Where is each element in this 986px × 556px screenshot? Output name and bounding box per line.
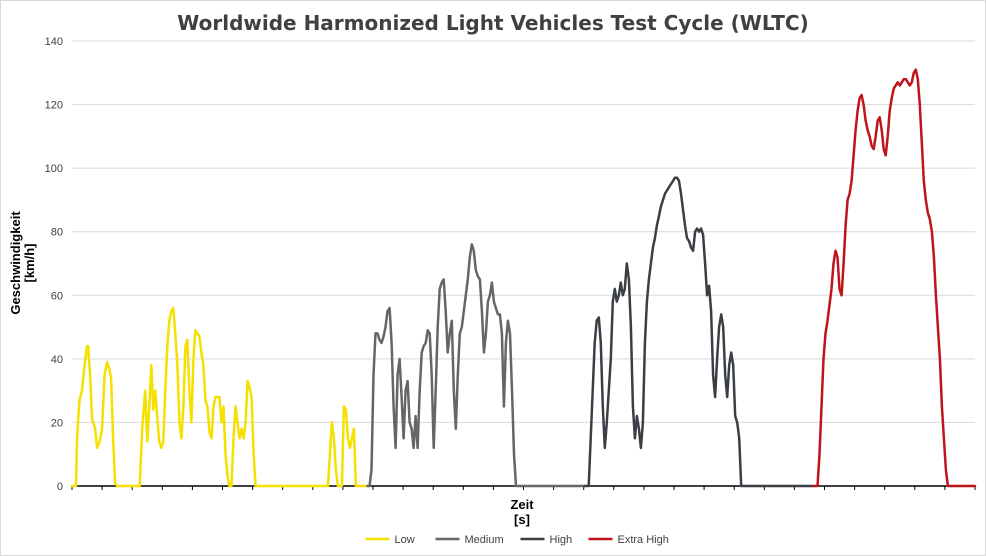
series-line-high [583,176,815,488]
series-line-medium [366,243,586,488]
y-tick-label: 80 [51,227,63,239]
y-tick-label: 20 [51,417,63,429]
y-tick-label: 0 [57,481,63,493]
series-line-extra-high [812,68,977,488]
y-tick-label: 120 [45,100,63,112]
legend-label-high: High [550,534,573,546]
y-tick-label: 140 [45,36,63,48]
y-tick-label: 40 [51,354,63,366]
y-tick-label: 60 [51,290,63,302]
y-axis-label-group: Geschwindigkeit [km/h] [8,211,37,315]
y-tick-labels: 0 20 40 60 80 100 120 140 [45,36,63,493]
y-axis-label: Geschwindigkeit [8,211,23,315]
x-axis-unit: [s] [514,512,530,527]
y-axis-unit: [km/h] [22,244,37,283]
legend-label-extra-high: Extra High [618,534,669,546]
legend-label-low: Low [395,534,415,546]
legend: Low Medium High Extra High [365,534,669,546]
legend-label-medium: Medium [465,534,504,546]
x-axis-label: Zeit [510,497,534,512]
series-lines [70,68,977,488]
y-tick-label: 100 [45,163,63,175]
series-line-low [70,306,369,488]
chart-title: Worldwide Harmonized Light Vehicles Test… [177,11,808,35]
